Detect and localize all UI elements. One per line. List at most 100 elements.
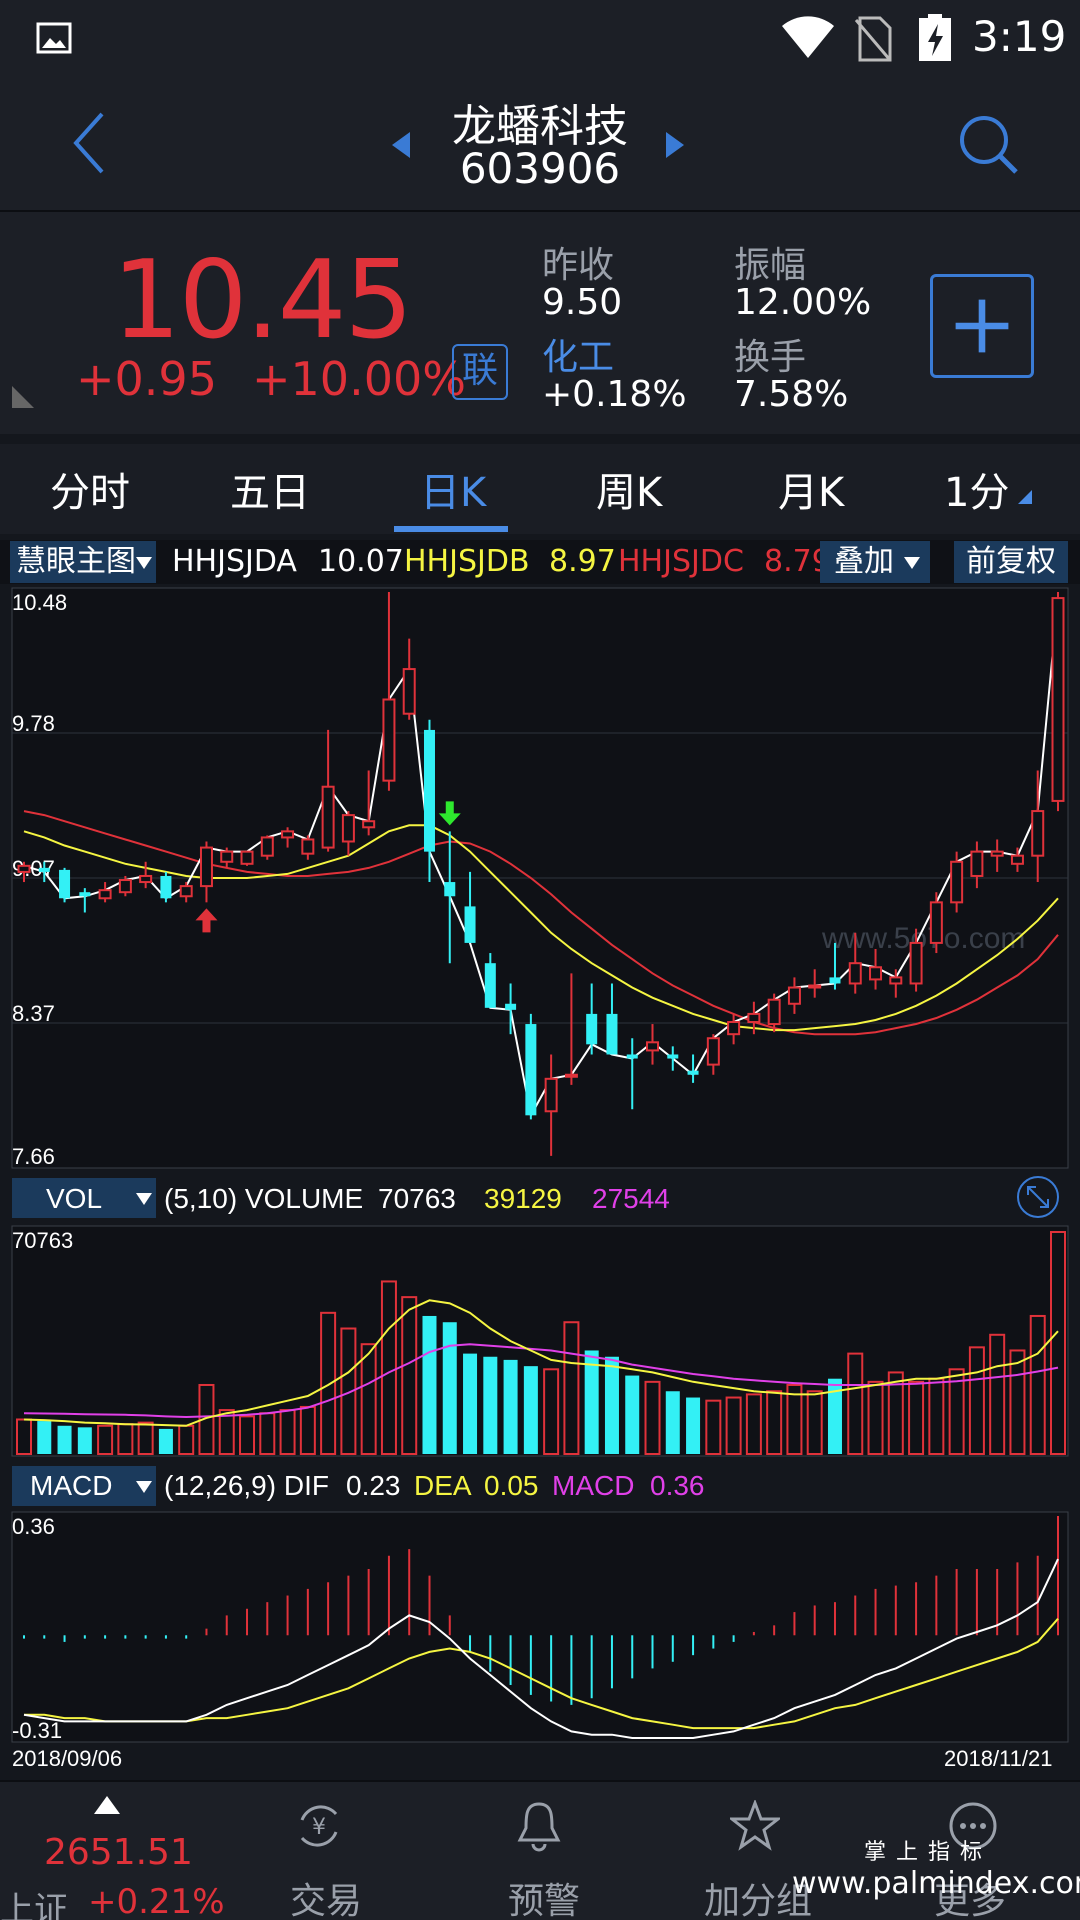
up-arrow-icon: [94, 1796, 120, 1814]
candle: [687, 1070, 699, 1075]
volume-bar: [686, 1397, 701, 1454]
candle: [402, 668, 416, 715]
candle: [301, 838, 315, 855]
bell-icon: [517, 1802, 561, 1852]
buy-signal-arrow: [195, 908, 218, 933]
main-indicator-bar: 慧眼主图 HHJSJDA 10.07 HHJSJDB 8.97 HHJSJDC …: [0, 540, 1080, 584]
minute-dropdown-icon[interactable]: [1016, 488, 1032, 504]
volume-bar: [259, 1412, 276, 1455]
candle: [281, 830, 295, 839]
candle: [321, 785, 335, 849]
vol-selector[interactable]: [12, 1178, 156, 1218]
tab-intraday[interactable]: 分时: [50, 470, 130, 516]
stock-code: 603906: [459, 144, 621, 193]
volume-bar: [847, 1352, 864, 1455]
candle: [787, 986, 801, 1005]
volume-bar: [218, 1409, 235, 1455]
nav-add-group[interactable]: 加分组: [700, 1782, 830, 1920]
candle: [444, 882, 456, 897]
tab-minute[interactable]: 1分: [944, 470, 1010, 516]
price-change: +0.95: [76, 352, 217, 406]
add-watchlist-button[interactable]: [930, 274, 1034, 378]
volume-bar: [37, 1421, 52, 1454]
candle: [423, 729, 435, 852]
macd-axis-bottom: -0.31: [12, 1718, 62, 1743]
previous-stock-icon[interactable]: [390, 130, 412, 160]
vol-ma5-value: 39129: [484, 1183, 562, 1214]
tab-daily-k[interactable]: 日K: [420, 470, 487, 516]
candle: [950, 860, 964, 904]
candle: [869, 966, 883, 981]
volume-bar: [1029, 1314, 1046, 1456]
amplitude-value: 12.00%: [734, 282, 872, 323]
volume-bar: [989, 1333, 1006, 1455]
last-price: 10.45: [112, 238, 413, 363]
nav-more[interactable]: 更多: [920, 1782, 1050, 1920]
expand-chart-icon[interactable]: [1017, 1176, 1059, 1218]
candle: [240, 850, 254, 865]
candle: [727, 1021, 741, 1036]
volume-bar: [463, 1353, 478, 1454]
next-stock-icon[interactable]: [664, 130, 686, 160]
vol-params: (5,10) VOLUME: [164, 1183, 363, 1214]
volume-bar: [97, 1424, 114, 1455]
more-icon: [949, 1802, 997, 1850]
tab-monthly-k[interactable]: 月K: [778, 470, 845, 516]
nav-alert[interactable]: 预警: [490, 1782, 600, 1920]
tab-weekly-k[interactable]: 周K: [596, 470, 663, 516]
volume-bar: [928, 1377, 945, 1456]
sector-link[interactable]: 化工: [542, 337, 615, 378]
candle: [341, 814, 355, 843]
candle: [929, 901, 943, 944]
active-tab-indicator: [394, 526, 508, 532]
volume-bar: [401, 1296, 418, 1455]
volume-bar: [665, 1391, 680, 1454]
tab-five-day[interactable]: 五日: [230, 470, 310, 516]
quote-panel: 10.45 +0.95 +10.00% 联 昨收 9.50 化工 +0.18% …: [0, 212, 1080, 434]
search-icon[interactable]: [956, 112, 1020, 176]
volume-ma10-line: [23, 1343, 1059, 1419]
overlay-button[interactable]: 叠加: [820, 541, 930, 583]
candle: [1051, 597, 1065, 802]
back-icon[interactable]: [70, 108, 110, 178]
indicator-b-label: HHJSJDB: [404, 544, 530, 579]
nav-trade[interactable]: ¥ 交易: [270, 1782, 380, 1920]
candle: [747, 1012, 761, 1024]
watermark-url: www.palmindex.com: [792, 1866, 1080, 1901]
candle: [199, 846, 213, 888]
bottom-nav: 2651.51 上证 +0.21% ¥ 交易 预警 加分组 更多 掌上指标 ww…: [0, 1780, 1080, 1920]
prev-close-value: 9.50: [542, 282, 623, 323]
nav-more-label: 更多: [934, 1881, 1007, 1920]
macd-params: (12,26,9) DIF: [164, 1470, 329, 1501]
macd-selector-label: MACD: [30, 1470, 112, 1501]
main-indicator-selector[interactable]: 慧眼主图: [10, 541, 156, 583]
candle: [564, 1073, 578, 1078]
volume-bar: [279, 1409, 296, 1455]
candle: [586, 1013, 598, 1045]
index-name: 上证: [0, 1890, 68, 1920]
volume-bar: [908, 1380, 925, 1455]
volume-bar: [340, 1327, 357, 1456]
volume-ma5-line: [23, 1299, 1059, 1427]
linked-button[interactable]: 联: [452, 344, 508, 400]
candle: [889, 976, 903, 985]
volume-bar: [442, 1322, 457, 1454]
adjust-button[interactable]: 前复权: [954, 541, 1068, 583]
volume-bar: [360, 1343, 377, 1456]
candle: [909, 941, 923, 985]
volume-bar: [948, 1368, 965, 1455]
expand-corner-icon[interactable]: [10, 384, 36, 410]
price-change-pct: +10.00%: [252, 352, 466, 406]
volume-bar: [239, 1415, 256, 1455]
dropdown-icon: [136, 1481, 152, 1493]
svg-text:¥: ¥: [312, 1815, 326, 1840]
volume-bar: [887, 1371, 904, 1456]
candle: [626, 1054, 638, 1059]
kline-chart[interactable]: 10.48 9.78 9.07 8.37 7.66 www.5o7o.com V…: [0, 584, 1080, 1780]
dif-line: [23, 1558, 1059, 1739]
candle: [808, 984, 822, 989]
nav-add-group-label: 加分组: [704, 1881, 813, 1920]
macd-selector[interactable]: [12, 1466, 156, 1506]
index-ticker[interactable]: 2651.51 上证 +0.21%: [0, 1782, 225, 1920]
candle: [98, 889, 112, 900]
